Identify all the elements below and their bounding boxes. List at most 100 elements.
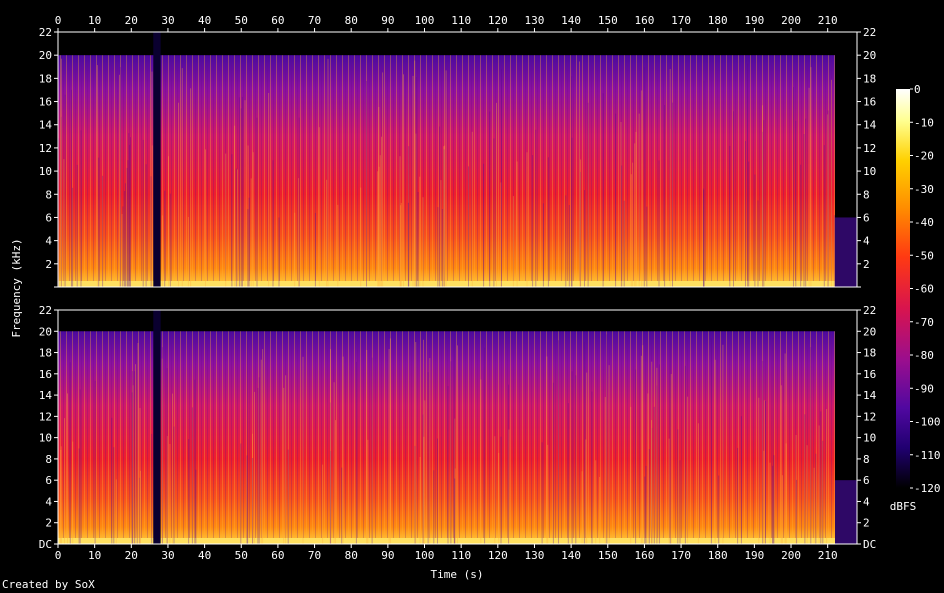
transient-streak bbox=[805, 118, 807, 287]
transient-streak bbox=[169, 444, 171, 544]
transient-streak bbox=[247, 209, 249, 287]
transient-streak bbox=[765, 401, 766, 544]
x-tick-label: 140 bbox=[561, 14, 581, 27]
transient-streak bbox=[164, 190, 166, 287]
transient-streak bbox=[729, 145, 731, 287]
transient-streak bbox=[131, 392, 133, 544]
transient-streak bbox=[414, 60, 416, 287]
y-tick-label: 10 bbox=[39, 432, 52, 445]
transient-streak bbox=[63, 159, 65, 287]
transient-streak bbox=[326, 179, 328, 287]
transient-streak bbox=[500, 182, 502, 287]
transient-streak bbox=[412, 75, 414, 288]
y-tick-label: 14 bbox=[39, 119, 53, 132]
transient-streak bbox=[757, 200, 759, 287]
transient-streak bbox=[283, 387, 285, 544]
transient-streak bbox=[423, 339, 424, 544]
transient-streak bbox=[444, 145, 446, 287]
x-tick-label: 70 bbox=[308, 549, 321, 562]
transient-streak bbox=[252, 433, 253, 544]
transient-streak bbox=[67, 393, 68, 544]
colorbar-tick-label: -70 bbox=[914, 316, 934, 329]
colorbar-tick-label: -110 bbox=[914, 449, 941, 462]
spectrogram-panels bbox=[58, 32, 857, 544]
transient-streak bbox=[508, 429, 510, 544]
x-tick-label: 0 bbox=[55, 549, 62, 562]
transient-streak bbox=[587, 102, 589, 287]
transient-streak bbox=[579, 61, 580, 287]
transient-streak bbox=[378, 107, 380, 287]
transient-streak bbox=[151, 145, 153, 287]
colorbar-tick-label: -20 bbox=[914, 150, 934, 163]
colorbar-tick-label: 0 bbox=[914, 83, 921, 96]
transient-streak bbox=[140, 470, 141, 544]
transient-streak bbox=[677, 429, 679, 544]
transient-streak bbox=[567, 403, 569, 544]
transient-streak bbox=[547, 444, 549, 544]
transient-streak bbox=[620, 122, 622, 287]
transient-streak bbox=[645, 465, 647, 544]
transient-streak bbox=[64, 94, 66, 287]
transient-streak bbox=[330, 451, 332, 544]
colorbar-tick-label: -60 bbox=[914, 283, 934, 296]
transient-streak bbox=[773, 455, 775, 544]
silent-gap bbox=[153, 310, 161, 544]
transient-streak bbox=[501, 69, 502, 287]
x-tick-label: 90 bbox=[381, 549, 394, 562]
transient-streak bbox=[205, 149, 206, 287]
transient-streak bbox=[237, 169, 238, 287]
transient-streak bbox=[552, 382, 554, 544]
transient-streak bbox=[697, 423, 699, 544]
y-tick-label: 10 bbox=[863, 432, 876, 445]
colorbar-tick-label: -10 bbox=[914, 116, 934, 129]
transient-streak bbox=[139, 477, 141, 544]
transient-streak bbox=[747, 63, 749, 287]
transient-streak bbox=[668, 438, 670, 544]
transient-streak bbox=[400, 205, 402, 287]
transient-streak bbox=[244, 100, 246, 287]
y-tick-label: 6 bbox=[863, 211, 870, 224]
transient-streak bbox=[644, 476, 646, 544]
transient-streak bbox=[173, 426, 175, 544]
transient-streak bbox=[262, 349, 264, 544]
transient-streak bbox=[355, 361, 357, 544]
transient-streak bbox=[643, 67, 645, 288]
transient-streak bbox=[493, 138, 495, 287]
transient-streak bbox=[408, 146, 410, 287]
y-tick-label: 22 bbox=[39, 304, 52, 317]
x-tick-label: 130 bbox=[525, 549, 545, 562]
colorbar-tick-label: -30 bbox=[914, 183, 934, 196]
transient-streak bbox=[302, 356, 304, 544]
transient-streak bbox=[580, 171, 581, 287]
colorbar-tick-label: -100 bbox=[914, 416, 941, 429]
y-tick-label: 22 bbox=[863, 304, 876, 317]
y-tick-label: 14 bbox=[39, 389, 53, 402]
transient-streak bbox=[422, 414, 424, 544]
transient-streak bbox=[415, 342, 417, 544]
transient-streak bbox=[407, 202, 409, 287]
transient-streak bbox=[646, 206, 648, 287]
transient-streak bbox=[58, 138, 60, 287]
y-tick-label: 16 bbox=[39, 96, 52, 109]
transient-streak bbox=[450, 361, 452, 544]
transient-streak bbox=[150, 176, 152, 287]
transient-streak bbox=[445, 70, 447, 288]
channel-2-spectrogram bbox=[58, 310, 857, 544]
y-tick-label: 12 bbox=[39, 142, 52, 155]
transient-streak bbox=[571, 76, 573, 287]
transient-streak bbox=[772, 337, 774, 544]
y-tick-label: 8 bbox=[863, 188, 870, 201]
transient-streak bbox=[129, 144, 131, 287]
y-tick-label: DC bbox=[863, 538, 876, 551]
transient-streak bbox=[630, 174, 632, 287]
transient-streak bbox=[399, 156, 401, 287]
transient-streak bbox=[740, 416, 742, 544]
transient-streak bbox=[542, 203, 544, 287]
transient-streak bbox=[367, 439, 369, 544]
transient-streak bbox=[827, 110, 829, 287]
x-tick-label: 60 bbox=[271, 14, 284, 27]
transient-streak bbox=[710, 338, 712, 544]
transient-streak bbox=[145, 164, 147, 287]
y-tick-label: 2 bbox=[863, 517, 870, 530]
x-tick-label: 150 bbox=[598, 549, 618, 562]
